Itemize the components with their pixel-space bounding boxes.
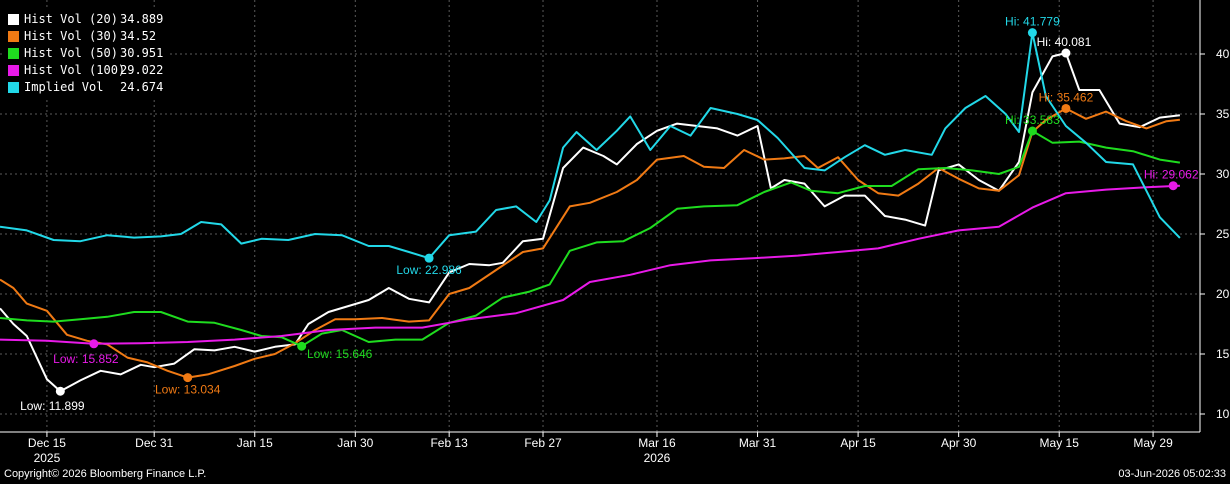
annotation-dot [297,341,307,351]
annotation-dot [1027,28,1037,38]
annotation-label: Hi: 40.081 [1037,35,1092,49]
legend-item-implied-vol: Implied Vol 24.674 [8,79,163,96]
annotation-dot [1168,181,1178,191]
copyright-text: Copyright© 2026 Bloomberg Finance L.P. [4,468,207,480]
annotation-label: Low: 11.899 [20,399,85,413]
annotation-label: Hi: 29.062 [1144,168,1199,182]
annotations: Low: 11.899 Low: 13.034 Low: 15.852 Low: 15… [20,15,1199,414]
legend-item-hv50: Hist Vol (50) 30.951 [8,45,163,62]
annotation-dot [1061,103,1071,113]
y-tick-label: 20 [1216,287,1230,301]
legend: Hist Vol (20) 34.889 Hist Vol (30) 34.52… [2,8,168,100]
annotation-label: Low: 15.852 [53,352,119,366]
y-tick-label: 40 [1216,47,1230,61]
x-tick-label: Dec 15 [28,436,66,450]
annotation-dot [55,386,65,396]
legend-swatch [8,48,19,59]
x-tick-label: Feb 27 [524,436,562,450]
legend-label: Hist Vol (30) [24,29,118,43]
legend-value: 29.022 [120,63,164,77]
timestamp-text: 03-Jun-2026 05:02:33 [1118,468,1226,480]
y-tick-label: 35 [1216,107,1230,121]
x-tick-label: Mar 16 [638,436,676,450]
legend-value: 34.889 [120,12,164,26]
x-tick-label: Apr 30 [941,436,977,450]
annotation-dot [183,373,193,383]
legend-value: 24.674 [120,80,164,94]
series-line [0,31,1181,260]
legend-value: 34.52 [120,29,157,43]
x-tick-label: Dec 31 [135,436,173,450]
x-tick-label: May 29 [1133,436,1173,450]
annotation-label: Hi: 35.462 [1039,90,1094,104]
x-tick-label: May 15 [1040,436,1080,450]
footer: Copyright© 2026 Bloomberg Finance L.P. 0… [0,464,1230,484]
annotation-label: Hi: 41.779 [1005,15,1060,29]
legend-label: Hist Vol (50) [24,46,118,60]
annotation-dot [1027,126,1037,136]
annotation-dot [424,253,434,263]
y-axis: 10 15 20 25 30 35 40 [1200,47,1230,421]
x-tick-label: Apr 15 [840,436,876,450]
annotation-label: Hi: 33.583 [1005,113,1060,127]
legend-swatch [8,65,19,76]
x-tick-label: Mar 31 [739,436,777,450]
legend-swatch [8,31,19,42]
x-tick-label: Feb 13 [430,436,468,450]
x-tick-label: Jan 30 [337,436,373,450]
legend-item-hv20: Hist Vol (20) 34.889 [8,11,163,28]
series-lines [0,31,1181,393]
legend-label: Implied Vol [24,80,104,94]
y-tick-label: 30 [1216,167,1230,181]
x-axis: Dec 15 Dec 31 Jan 15 Jan 30 Feb 13 Feb 27 Mar … [28,432,1173,465]
annotation-dot [1061,48,1071,58]
legend-label: Hist Vol (100) [24,63,126,77]
annotation-label: Low: 15.646 [307,347,373,361]
y-tick-label: 15 [1216,347,1230,361]
series-line [0,52,1181,393]
x-year-label: 2025 [34,451,61,465]
legend-item-hv100: Hist Vol (100) 29.022 [8,62,163,79]
legend-label: Hist Vol (20) [24,12,118,26]
series-line [0,130,1181,348]
legend-swatch [8,82,19,93]
annotation-dot [89,339,99,349]
x-year-label: 2026 [644,451,671,465]
annotation-label: Low: 13.034 [155,383,221,397]
legend-item-hv30: Hist Vol (30) 34.52 [8,28,163,45]
annotation-label: Low: 22.986 [396,263,462,277]
y-tick-label: 25 [1216,227,1230,241]
legend-value: 30.951 [120,46,164,60]
y-tick-label: 10 [1216,407,1230,421]
series-line [0,184,1180,345]
x-tick-label: Jan 15 [237,436,273,450]
legend-swatch [8,14,19,25]
series-line [0,107,1181,379]
